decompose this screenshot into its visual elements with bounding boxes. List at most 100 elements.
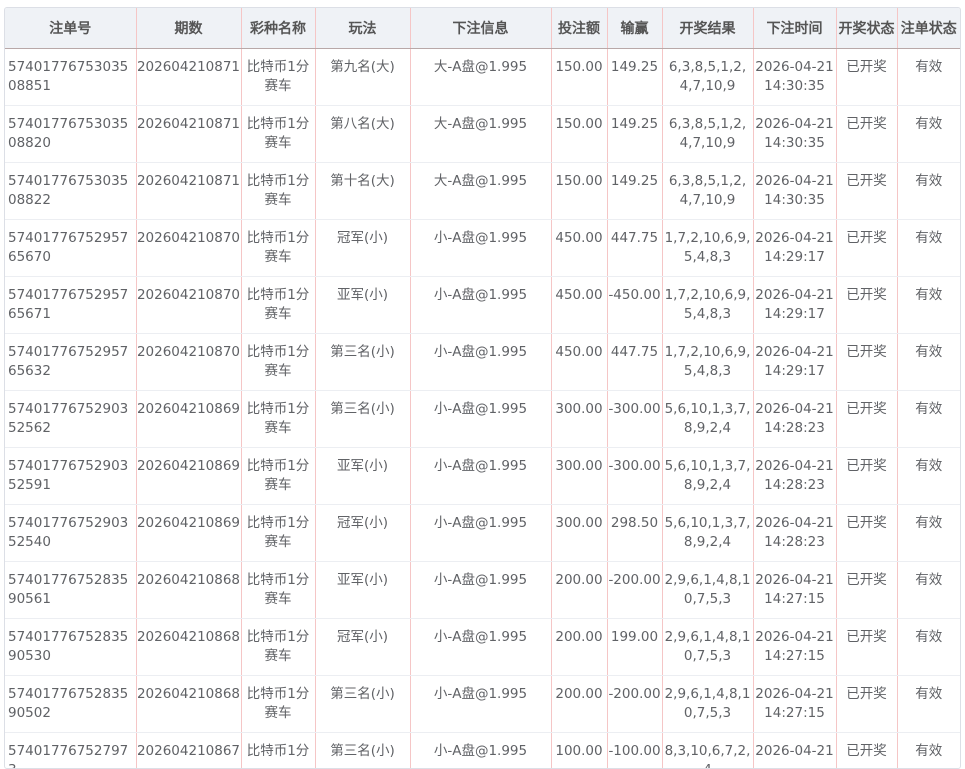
- cell-bet-id: 5740177675290352540: [5, 505, 136, 562]
- column-header-bet-amount[interactable]: 投注额: [551, 8, 607, 49]
- cell-bet-amount: 300.00: [551, 448, 607, 505]
- cell-bet-info: 大-A盘@1.995: [410, 49, 551, 106]
- cell-bet-amount: 200.00: [551, 619, 607, 676]
- cell-bet-id: 5740177675303508851: [5, 49, 136, 106]
- cell-lottery-name: 比特币1分赛车: [241, 49, 315, 106]
- column-header-bet-info[interactable]: 下注信息: [410, 8, 551, 49]
- cell-bet-status: 有效: [897, 448, 960, 505]
- cell-bet-status: 有效: [897, 619, 960, 676]
- cell-bet-amount: 100.00: [551, 733, 607, 769]
- table-row[interactable]: 574017767527973202604210867比特币1分第三名(小)小-…: [5, 733, 960, 769]
- cell-draw-status: 已开奖: [836, 448, 897, 505]
- cell-win-loss: 149.25: [607, 163, 662, 220]
- cell-bet-amount: 200.00: [551, 676, 607, 733]
- cell-period: 202604210870: [136, 220, 241, 277]
- cell-draw-result: 1,7,2,10,6,9,5,4,8,3: [662, 334, 753, 391]
- cell-play-type: 第十名(大): [315, 163, 410, 220]
- cell-bet-time: 2026-04-21 14:28:23: [753, 391, 836, 448]
- cell-bet-status: 有效: [897, 676, 960, 733]
- bet-records-table-container: 注单号期数彩种名称玩法下注信息投注额输赢开奖结果下注时间开奖状态注单状态 574…: [4, 7, 961, 769]
- cell-bet-amount: 450.00: [551, 277, 607, 334]
- column-header-play-type[interactable]: 玩法: [315, 8, 410, 49]
- cell-lottery-name: 比特币1分: [241, 733, 315, 769]
- cell-play-type: 亚军(小): [315, 448, 410, 505]
- cell-play-type: 第九名(大): [315, 49, 410, 106]
- cell-bet-id: 5740177675283590502: [5, 676, 136, 733]
- cell-win-loss: 149.25: [607, 106, 662, 163]
- cell-draw-result: 2,9,6,1,4,8,10,7,5,3: [662, 562, 753, 619]
- cell-win-loss: 199.00: [607, 619, 662, 676]
- cell-bet-id: 5740177675283590561: [5, 562, 136, 619]
- cell-play-type: 冠军(小): [315, 619, 410, 676]
- cell-play-type: 亚军(小): [315, 562, 410, 619]
- cell-draw-status: 已开奖: [836, 505, 897, 562]
- column-header-bet-time[interactable]: 下注时间: [753, 8, 836, 49]
- cell-bet-info: 小-A盘@1.995: [410, 334, 551, 391]
- cell-bet-id: 5740177675295765671: [5, 277, 136, 334]
- cell-draw-result: 6,3,8,5,1,2,4,7,10,9: [662, 163, 753, 220]
- cell-play-type: 第三名(小): [315, 391, 410, 448]
- cell-bet-time: 2026-04-21 14:30:35: [753, 163, 836, 220]
- cell-win-loss: 298.50: [607, 505, 662, 562]
- cell-draw-status: 已开奖: [836, 163, 897, 220]
- cell-win-loss: -300.00: [607, 448, 662, 505]
- cell-bet-time: 2026-04-21 14:30:35: [753, 49, 836, 106]
- cell-period: 202604210868: [136, 562, 241, 619]
- cell-win-loss: 149.25: [607, 49, 662, 106]
- cell-draw-status: 已开奖: [836, 619, 897, 676]
- cell-win-loss: 447.75: [607, 220, 662, 277]
- cell-bet-info: 小-A盘@1.995: [410, 733, 551, 769]
- cell-play-type: 亚军(小): [315, 277, 410, 334]
- cell-bet-amount: 150.00: [551, 49, 607, 106]
- cell-draw-result: 1,7,2,10,6,9,5,4,8,3: [662, 277, 753, 334]
- cell-bet-status: 有效: [897, 562, 960, 619]
- cell-bet-time: 2026-04-21 14:30:35: [753, 106, 836, 163]
- cell-bet-id: 574017767527973: [5, 733, 136, 769]
- cell-bet-id: 5740177675283590530: [5, 619, 136, 676]
- column-header-bet-id[interactable]: 注单号: [5, 8, 136, 49]
- column-header-bet-status[interactable]: 注单状态: [897, 8, 960, 49]
- cell-bet-amount: 450.00: [551, 220, 607, 277]
- cell-lottery-name: 比特币1分赛车: [241, 676, 315, 733]
- cell-play-type: 冠军(小): [315, 505, 410, 562]
- cell-bet-info: 大-A盘@1.995: [410, 163, 551, 220]
- cell-draw-status: 已开奖: [836, 733, 897, 769]
- cell-lottery-name: 比特币1分赛车: [241, 334, 315, 391]
- cell-win-loss: -200.00: [607, 676, 662, 733]
- cell-lottery-name: 比特币1分赛车: [241, 391, 315, 448]
- cell-bet-time: 2026-04-21 14:29:17: [753, 277, 836, 334]
- column-header-win-loss[interactable]: 输赢: [607, 8, 662, 49]
- cell-bet-id: 5740177675295765670: [5, 220, 136, 277]
- cell-bet-status: 有效: [897, 505, 960, 562]
- cell-draw-status: 已开奖: [836, 562, 897, 619]
- cell-bet-info: 大-A盘@1.995: [410, 106, 551, 163]
- cell-bet-info: 小-A盘@1.995: [410, 619, 551, 676]
- column-header-draw-status[interactable]: 开奖状态: [836, 8, 897, 49]
- cell-period: 202604210867: [136, 733, 241, 769]
- cell-lottery-name: 比特币1分赛车: [241, 106, 315, 163]
- column-header-period[interactable]: 期数: [136, 8, 241, 49]
- cell-lottery-name: 比特币1分赛车: [241, 505, 315, 562]
- cell-lottery-name: 比特币1分赛车: [241, 619, 315, 676]
- column-header-draw-result[interactable]: 开奖结果: [662, 8, 753, 49]
- cell-bet-amount: 150.00: [551, 106, 607, 163]
- cell-bet-info: 小-A盘@1.995: [410, 277, 551, 334]
- bet-records-table: 注单号期数彩种名称玩法下注信息投注额输赢开奖结果下注时间开奖状态注单状态 574…: [5, 8, 960, 769]
- cell-draw-result: 6,3,8,5,1,2,4,7,10,9: [662, 49, 753, 106]
- cell-draw-result: 6,3,8,5,1,2,4,7,10,9: [662, 106, 753, 163]
- table-header-row: 注单号期数彩种名称玩法下注信息投注额输赢开奖结果下注时间开奖状态注单状态: [5, 8, 960, 49]
- column-header-lottery-name[interactable]: 彩种名称: [241, 8, 315, 49]
- cell-draw-result: 2,9,6,1,4,8,10,7,5,3: [662, 619, 753, 676]
